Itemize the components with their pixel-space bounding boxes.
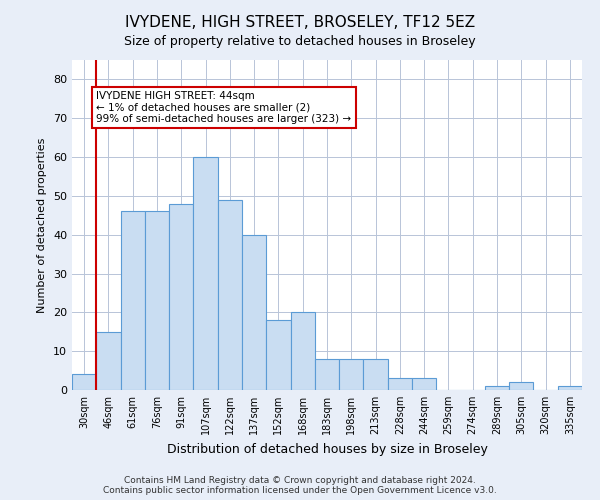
- X-axis label: Distribution of detached houses by size in Broseley: Distribution of detached houses by size …: [167, 442, 487, 456]
- Bar: [412, 378, 436, 390]
- Bar: [121, 212, 145, 390]
- Bar: [193, 157, 218, 390]
- Bar: [169, 204, 193, 390]
- Text: IVYDENE, HIGH STREET, BROSELEY, TF12 5EZ: IVYDENE, HIGH STREET, BROSELEY, TF12 5EZ: [125, 15, 475, 30]
- Text: IVYDENE HIGH STREET: 44sqm
← 1% of detached houses are smaller (2)
99% of semi-d: IVYDENE HIGH STREET: 44sqm ← 1% of detac…: [96, 91, 352, 124]
- Bar: [72, 374, 96, 390]
- Bar: [509, 382, 533, 390]
- Bar: [290, 312, 315, 390]
- Bar: [388, 378, 412, 390]
- Text: Contains HM Land Registry data © Crown copyright and database right 2024.
Contai: Contains HM Land Registry data © Crown c…: [103, 476, 497, 495]
- Bar: [339, 359, 364, 390]
- Bar: [315, 359, 339, 390]
- Y-axis label: Number of detached properties: Number of detached properties: [37, 138, 47, 312]
- Bar: [485, 386, 509, 390]
- Bar: [145, 212, 169, 390]
- Text: Size of property relative to detached houses in Broseley: Size of property relative to detached ho…: [124, 35, 476, 48]
- Bar: [558, 386, 582, 390]
- Bar: [364, 359, 388, 390]
- Bar: [96, 332, 121, 390]
- Bar: [266, 320, 290, 390]
- Bar: [218, 200, 242, 390]
- Bar: [242, 234, 266, 390]
